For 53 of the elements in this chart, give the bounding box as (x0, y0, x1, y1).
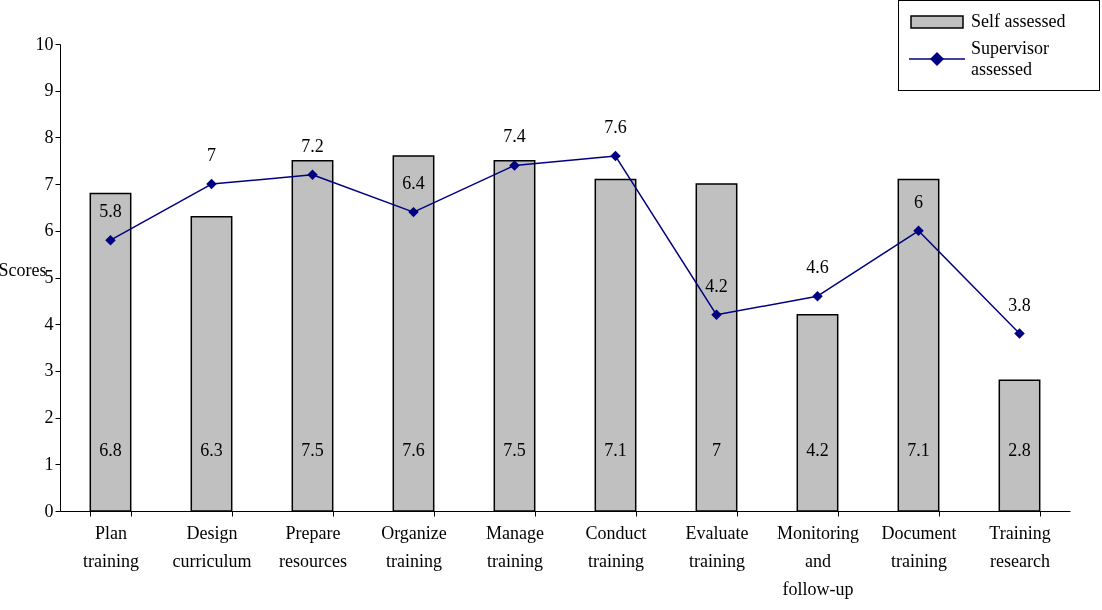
data-label: 7.6 (402, 440, 425, 460)
point (913, 225, 924, 237)
data-label: 7.5 (301, 440, 324, 460)
legend-label: Supervisor assessed (971, 38, 1050, 80)
y-tick-label: 7 (44, 173, 54, 194)
data-label: 7.2 (301, 135, 324, 156)
y-axis-title: Scores (0, 259, 47, 280)
x-tick-label: Evaluate training (685, 522, 749, 571)
point (610, 150, 621, 162)
y-tick-label: 8 (44, 126, 54, 147)
point (105, 234, 116, 246)
data-label: 7 (712, 440, 721, 460)
y-tick-label: 0 (44, 500, 54, 521)
data-label: 4.6 (806, 257, 829, 278)
data-label: 7.5 (503, 440, 526, 460)
point (408, 206, 419, 218)
data-label: 7.6 (604, 117, 627, 138)
data-label: 6 (914, 191, 923, 212)
data-label: 6.8 (99, 440, 122, 460)
data-label: 7.1 (604, 440, 627, 460)
data-label: 6.3 (200, 440, 223, 460)
data-label: 7 (207, 145, 216, 166)
data-label: 3.8 (1008, 294, 1031, 315)
x-tick-label: Monitoring and follow-up (776, 522, 860, 599)
y-tick-label: 9 (44, 80, 54, 101)
data-label: 4.2 (806, 440, 829, 460)
x-tick-label: Plan training (83, 522, 139, 571)
data-label: 5.8 (99, 201, 122, 222)
point (1014, 328, 1025, 339)
x-tick-label: Manage training (486, 522, 544, 571)
point (206, 178, 217, 190)
x-tick-label: Document training (881, 522, 957, 571)
data-label: 4.2 (705, 275, 728, 296)
x-tick-label: Organize training (381, 522, 447, 571)
point (711, 309, 722, 321)
data-label: 6.4 (402, 173, 425, 194)
y-tick-label: 4 (44, 313, 54, 334)
y-tick-label: 10 (35, 33, 54, 54)
x-tick-label: Conduct training (585, 522, 647, 571)
x-tick-label: Prepare resources (279, 522, 347, 571)
y-tick-label: 1 (44, 453, 54, 474)
y-tick-label: 2 (44, 407, 54, 428)
data-label: 7.1 (907, 440, 930, 460)
y-tick-label: 3 (44, 360, 54, 381)
point (509, 160, 520, 171)
legend-label: Self assessed (971, 11, 1066, 32)
point (307, 169, 318, 180)
x-tick-label: Training research (989, 522, 1051, 571)
data-label: 7.4 (503, 126, 526, 147)
point (812, 290, 823, 302)
x-tick-label: Design curriculum (172, 522, 252, 571)
data-label: 2.8 (1008, 440, 1031, 460)
y-tick-label: 6 (44, 220, 54, 241)
